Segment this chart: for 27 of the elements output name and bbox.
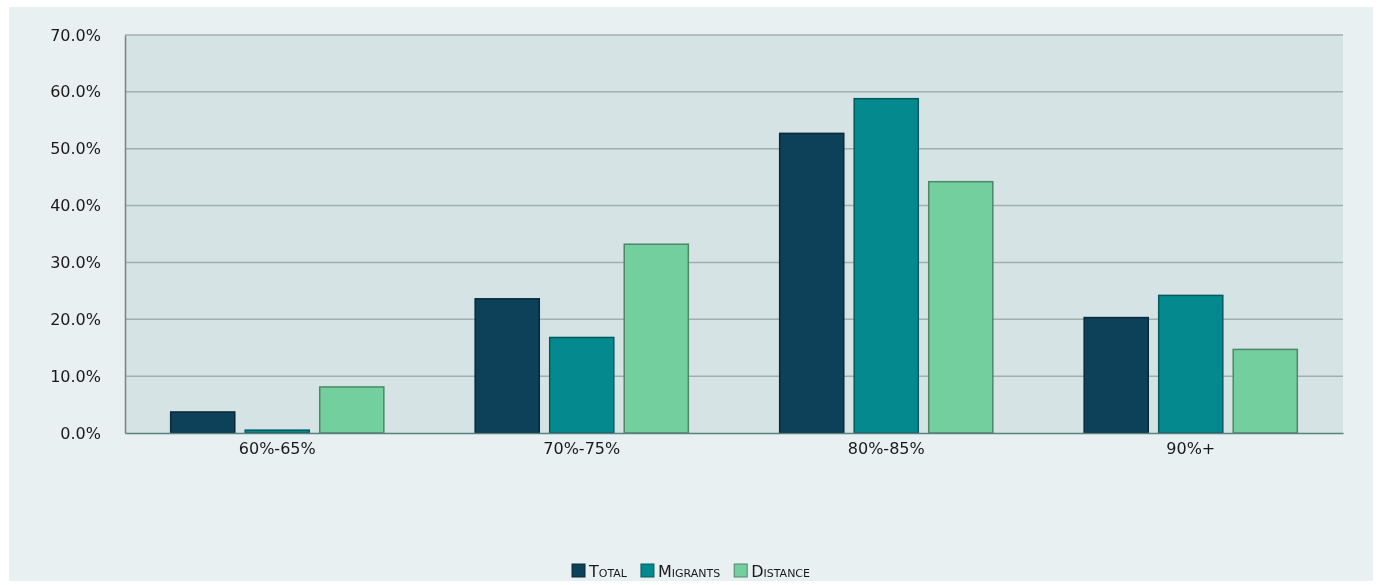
bar	[169, 411, 236, 434]
x-tick-label: 70%-75%	[543, 439, 621, 459]
y-tick-label: 60.0%	[50, 82, 101, 102]
bar	[927, 180, 994, 434]
y-tick-label: 40.0%	[50, 196, 101, 216]
x-tick-label: 60%-65%	[238, 439, 316, 459]
y-tick-label: 20.0%	[50, 309, 101, 329]
bar	[548, 336, 615, 434]
x-tick-label: 80%-85%	[847, 439, 925, 459]
bar	[1083, 316, 1150, 434]
bar	[623, 243, 690, 434]
bar	[1232, 348, 1299, 434]
bar	[318, 386, 385, 434]
bar	[778, 132, 845, 434]
x-tick-label: 90%+	[1166, 439, 1216, 459]
y-tick-label: 30.0%	[50, 253, 101, 273]
y-tick-label: 10.0%	[50, 366, 101, 386]
bar	[1157, 294, 1224, 434]
bar	[244, 429, 311, 434]
bar	[474, 298, 541, 434]
y-tick-label: 70.0%	[50, 25, 101, 45]
y-tick-label: 50.0%	[50, 139, 101, 159]
legend-label: Distance	[751, 561, 811, 581]
y-tick-label: 0.0%	[60, 423, 101, 443]
legend-label: Migrants	[657, 561, 721, 581]
bar	[853, 97, 920, 434]
legend-label: Total	[588, 561, 628, 581]
